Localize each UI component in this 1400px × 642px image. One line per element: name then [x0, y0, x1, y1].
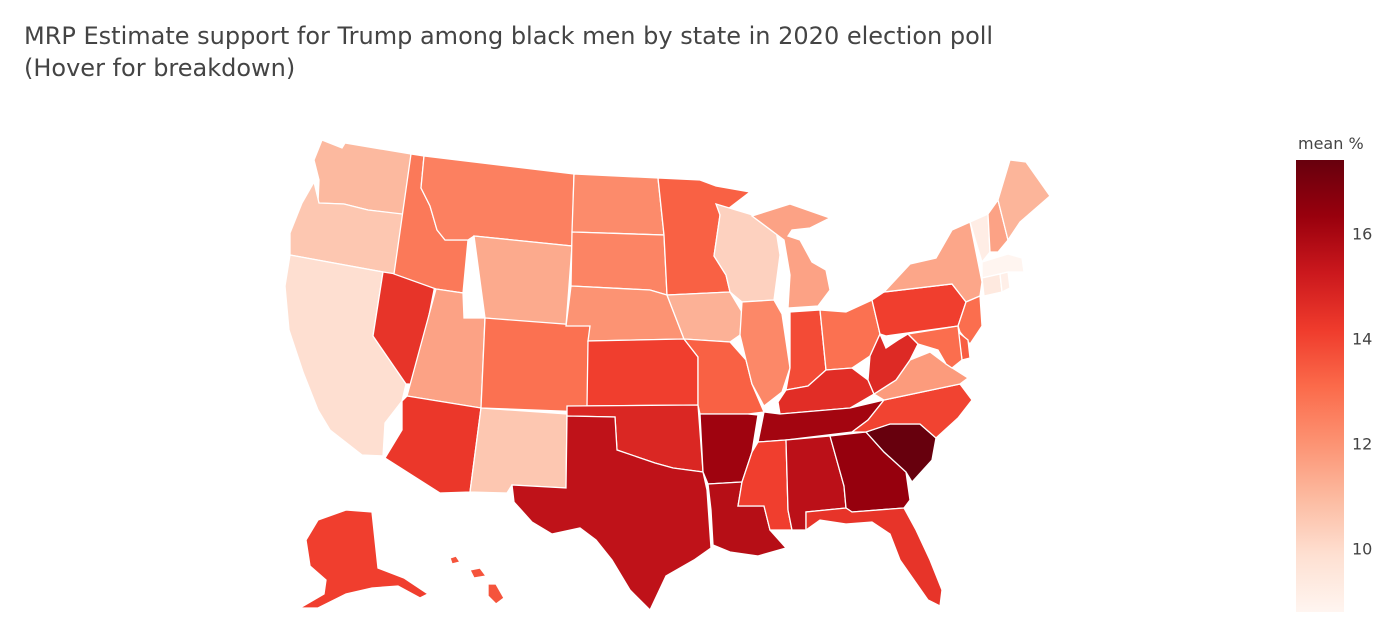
state-MI[interactable] [750, 203, 832, 309]
state-SD[interactable] [570, 231, 668, 296]
state-NH[interactable] [987, 198, 1009, 253]
state-HI[interactable] [449, 555, 505, 605]
chart-title-line1: MRP Estimate support for Trump among bla… [24, 22, 994, 50]
state-KS[interactable] [586, 338, 699, 407]
us-map [284, 139, 1051, 612]
colorbar-tick-14: 14 [1352, 329, 1373, 349]
state-ND[interactable] [571, 173, 665, 236]
state-IL[interactable] [739, 299, 791, 407]
chart-title: MRP Estimate support for Trump among bla… [24, 20, 993, 84]
colorbar-tick-10: 10 [1352, 539, 1373, 559]
state-MO[interactable] [682, 338, 765, 415]
state-NC[interactable] [850, 383, 973, 439]
colorbar-title: mean % [1298, 134, 1364, 153]
state-TX[interactable] [511, 415, 712, 612]
state-WY[interactable] [473, 235, 573, 327]
state-MT[interactable] [420, 155, 575, 247]
state-CT[interactable] [981, 273, 1003, 297]
state-ME[interactable] [997, 159, 1051, 242]
state-RI[interactable] [999, 271, 1011, 293]
state-CO[interactable] [480, 317, 591, 413]
state-AZ[interactable] [384, 395, 482, 494]
state-AK[interactable] [297, 509, 430, 609]
colorbar-tick-12: 12 [1352, 434, 1373, 454]
chart-title-line2: (Hover for breakdown) [24, 54, 296, 82]
state-MD[interactable] [906, 325, 963, 369]
state-NY[interactable] [882, 221, 983, 303]
colorbar-tick-16: 16 [1352, 224, 1373, 244]
state-NM[interactable] [469, 407, 568, 494]
state-FL[interactable] [805, 507, 943, 607]
colorbar [1296, 160, 1344, 612]
